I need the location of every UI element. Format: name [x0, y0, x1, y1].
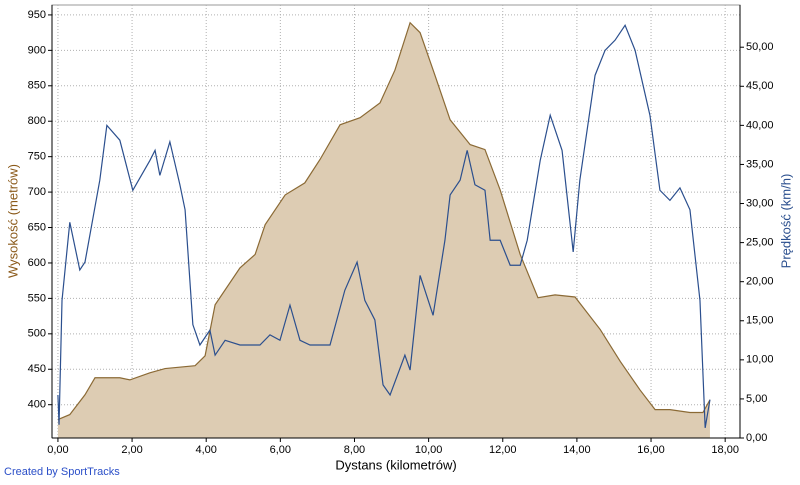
area-outline	[57, 21, 711, 421]
y-tick-label: 850	[28, 80, 46, 92]
y-tick-label: 950	[28, 9, 46, 21]
y-tick-label: 700	[28, 186, 46, 198]
y-tick-label: 600	[28, 257, 46, 269]
y2-tick-label: 40,00	[746, 119, 774, 131]
y2-tick-label: 25,00	[746, 237, 774, 249]
y-tick-label: 500	[28, 328, 46, 340]
y-tick-label: 650	[28, 221, 46, 233]
footer: Created by SportTracks	[4, 466, 120, 478]
y2-tick-label: 20,00	[746, 276, 774, 288]
speed-line	[57, 24, 711, 428]
y2-tick-label: 15,00	[746, 315, 774, 327]
x-tick-label: 12,00	[489, 444, 517, 456]
y-tick-label: 750	[28, 151, 46, 163]
x-axis-title: Dystans (kilometrów)	[335, 457, 456, 472]
y2-tick-label: 30,00	[746, 197, 774, 209]
y2-tick-label: 50,00	[746, 41, 774, 53]
y2-tick-label: 5,00	[746, 393, 767, 405]
x-tick-label: 0,00	[47, 444, 68, 456]
x-tick-label: 18,00	[711, 444, 739, 456]
x-tick-label: 14,00	[563, 444, 591, 456]
y2-axis-title: Prędkość (km/h)	[778, 174, 793, 269]
y2-tick-label: 10,00	[746, 354, 774, 366]
x-tick-label: 10,00	[415, 444, 443, 456]
y-tick-label: 800	[28, 115, 46, 127]
y2-tick-label: 0,00	[746, 432, 767, 444]
x-tick-label: 6,00	[270, 444, 291, 456]
y2-tick-label: 45,00	[746, 80, 774, 92]
y-tick-label: 900	[28, 44, 46, 56]
x-tick-label: 2,00	[121, 444, 142, 456]
x-tick-label: 8,00	[344, 444, 365, 456]
labels: 0,00 2,00 4,00 6,00 8,00 10,00 12,00 14,00 16,00…	[28, 9, 774, 456]
y-axis-title: Wysokość (metrów)	[5, 164, 20, 278]
marks	[57, 21, 711, 438]
y-tick-label: 450	[28, 363, 46, 375]
y-tick-label: 400	[28, 399, 46, 411]
y2-tick-label: 35,00	[746, 158, 774, 170]
x-tick-label: 16,00	[637, 444, 665, 456]
x-tick-label: 4,00	[195, 444, 216, 456]
y-tick-label: 550	[28, 292, 46, 304]
area-fill	[57, 22, 710, 438]
